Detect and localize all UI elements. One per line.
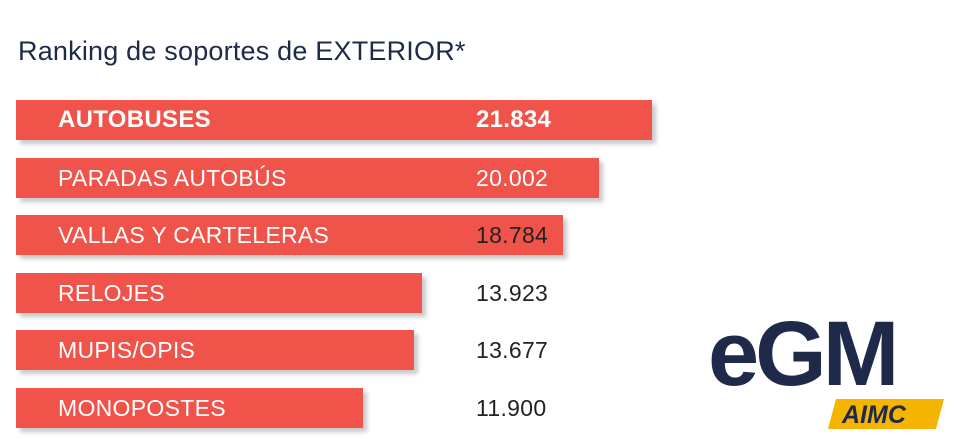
bar-category-label: PARADAS AUTOBÚS: [58, 165, 287, 191]
bar: [16, 330, 414, 370]
bar: [16, 215, 563, 255]
bar-category-label: RELOJES: [58, 280, 165, 306]
bar-row: VALLAS Y CARTELERAS 18.784: [16, 215, 569, 259]
egm-logo-text: eGM: [708, 313, 895, 405]
aimc-badge-shape: [828, 399, 944, 429]
aimc-logo-badge: AIMC: [828, 399, 944, 429]
aimc-logo-text: AIMC: [841, 401, 907, 429]
bar-row: MONOPOSTES 11.900: [16, 388, 546, 432]
chart-title: Ranking de soportes de EXTERIOR*: [18, 36, 466, 66]
bar-row: RELOJES 13.923: [16, 273, 548, 317]
bar-category-label: MUPIS/OPIS: [58, 337, 196, 363]
bar: [16, 273, 422, 313]
bar-value-label: 21.834: [476, 106, 552, 133]
bar: [16, 388, 363, 428]
bar: [16, 158, 599, 198]
bar-category-label: VALLAS Y CARTELERAS: [58, 222, 330, 248]
bar-value-label: 20.002: [476, 165, 549, 191]
bar-category-label: AUTOBUSES: [58, 106, 211, 133]
egm-logo-mark: eGM: [708, 313, 899, 405]
bar: [16, 100, 652, 140]
bar-value-label: 18.784: [476, 222, 549, 248]
bar-value-label: 13.923: [476, 280, 549, 306]
egm-aimc-logo: eGM AIMC: [708, 313, 944, 429]
bar-value-label: 13.677: [476, 337, 549, 363]
bar-row: PARADAS AUTOBÚS 20.002: [16, 158, 605, 202]
bar-value-label: 11.900: [476, 395, 547, 421]
bar-category-label: MONOPOSTES: [58, 395, 226, 421]
bar-row: AUTOBUSES 21.834: [16, 100, 658, 144]
bar-row: MUPIS/OPIS 13.677: [16, 330, 548, 374]
